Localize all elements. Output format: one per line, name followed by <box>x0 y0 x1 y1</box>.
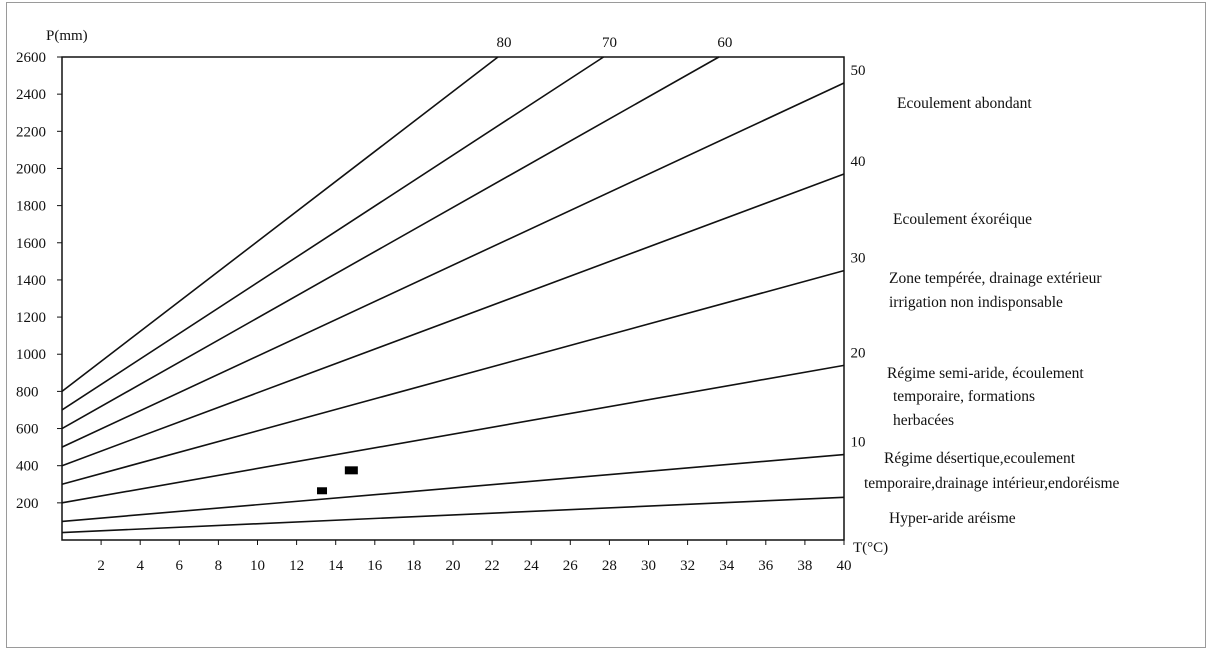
index-label: 10 <box>851 435 866 451</box>
zone-labels: Ecoulement abondant Ecoulement éxoréique Z… <box>864 95 1120 527</box>
y-ticks: 200 400 600 800 1000 1200 1400 1600 1800 2000 2200… <box>16 50 62 512</box>
zone-label: Hyper-aride aréisme <box>889 510 1016 527</box>
zone-label: herbacées <box>893 412 954 429</box>
x-tick-label: 6 <box>176 558 184 574</box>
x-tick-label: 32 <box>680 558 695 574</box>
y-tick-label: 800 <box>16 384 39 400</box>
plot-area-border <box>61 56 845 541</box>
markers <box>317 466 358 495</box>
y-tick-label: 2400 <box>16 87 46 103</box>
x-tick-label: 26 <box>563 558 579 574</box>
index-line-30 <box>61 269 845 486</box>
x-tick-label: 34 <box>719 558 735 574</box>
x-tick-label: 36 <box>758 558 774 574</box>
x-tick-label: 30 <box>641 558 656 574</box>
zone-label: irrigation non indisponsable <box>889 294 1063 311</box>
zone-label: Régime désertique,ecoulement <box>884 450 1076 467</box>
zone-label: Régime semi-aride, écoulement <box>887 365 1084 382</box>
index-label: 40 <box>851 154 866 170</box>
zone-label: Ecoulement éxoréique <box>893 211 1032 228</box>
x-tick-label: 16 <box>367 558 383 574</box>
index-label: 50 <box>851 63 866 79</box>
x-tick-label: 12 <box>289 558 304 574</box>
y-tick-label: 1800 <box>16 199 46 215</box>
y-tick-label: 1000 <box>16 347 46 363</box>
x-tick-label: 22 <box>485 558 500 574</box>
x-tick-label: 4 <box>136 558 144 574</box>
index-label: 30 <box>851 251 866 267</box>
data-marker <box>344 466 358 475</box>
x-tick-label: 8 <box>215 558 223 574</box>
index-line-80 <box>61 56 499 393</box>
index-line-base <box>61 496 845 534</box>
index-label: 20 <box>851 345 866 361</box>
x-tick-label: 28 <box>602 558 617 574</box>
y-tick-label: 200 <box>16 496 39 512</box>
index-label: 70 <box>602 35 617 51</box>
y-tick-label: 1400 <box>16 273 46 289</box>
y-axis-title: P(mm) <box>46 28 88 44</box>
index-line-40 <box>61 173 845 467</box>
x-tick-label: 20 <box>446 558 461 574</box>
index-line-60 <box>61 56 720 430</box>
index-label: 60 <box>717 35 732 51</box>
x-tick-label: 18 <box>406 558 421 574</box>
index-line-10 <box>61 453 845 523</box>
y-tick-label: 600 <box>16 422 39 438</box>
y-tick-label: 2600 <box>16 50 46 66</box>
x-tick-label: 40 <box>837 558 852 574</box>
zone-label: Ecoulement abondant <box>897 95 1032 112</box>
index-line-50 <box>61 82 845 448</box>
x-axis-title: T(°C) <box>853 540 888 556</box>
index-line-70 <box>61 56 604 411</box>
y-tick-label: 2200 <box>16 124 46 140</box>
y-tick-label: 1600 <box>16 236 46 252</box>
x-ticks: 2 4 6 8 10 12 14 16 18 20 22 24 26 28 30 32 34 36 38 40 <box>97 540 852 574</box>
zone-label: Zone tempérée, drainage extérieur <box>889 270 1102 287</box>
axes <box>61 56 845 541</box>
y-tick-label: 2000 <box>16 161 46 177</box>
x-tick-label: 10 <box>250 558 265 574</box>
y-tick-label: 400 <box>16 459 39 475</box>
x-tick-label: 24 <box>524 558 540 574</box>
x-tick-label: 38 <box>797 558 812 574</box>
zone-label: temporaire,drainage intérieur,endoréisme <box>864 475 1120 492</box>
zone-label: temporaire, formations <box>893 388 1035 405</box>
index-label: 80 <box>496 35 511 51</box>
series-lines <box>61 56 845 534</box>
x-tick-label: 14 <box>328 558 344 574</box>
series-labels: 80 70 60 50 40 30 20 10 <box>496 35 865 451</box>
index-line-20 <box>61 364 845 504</box>
data-marker <box>317 487 328 495</box>
y-tick-label: 1200 <box>16 310 46 326</box>
x-tick-label: 2 <box>97 558 105 574</box>
